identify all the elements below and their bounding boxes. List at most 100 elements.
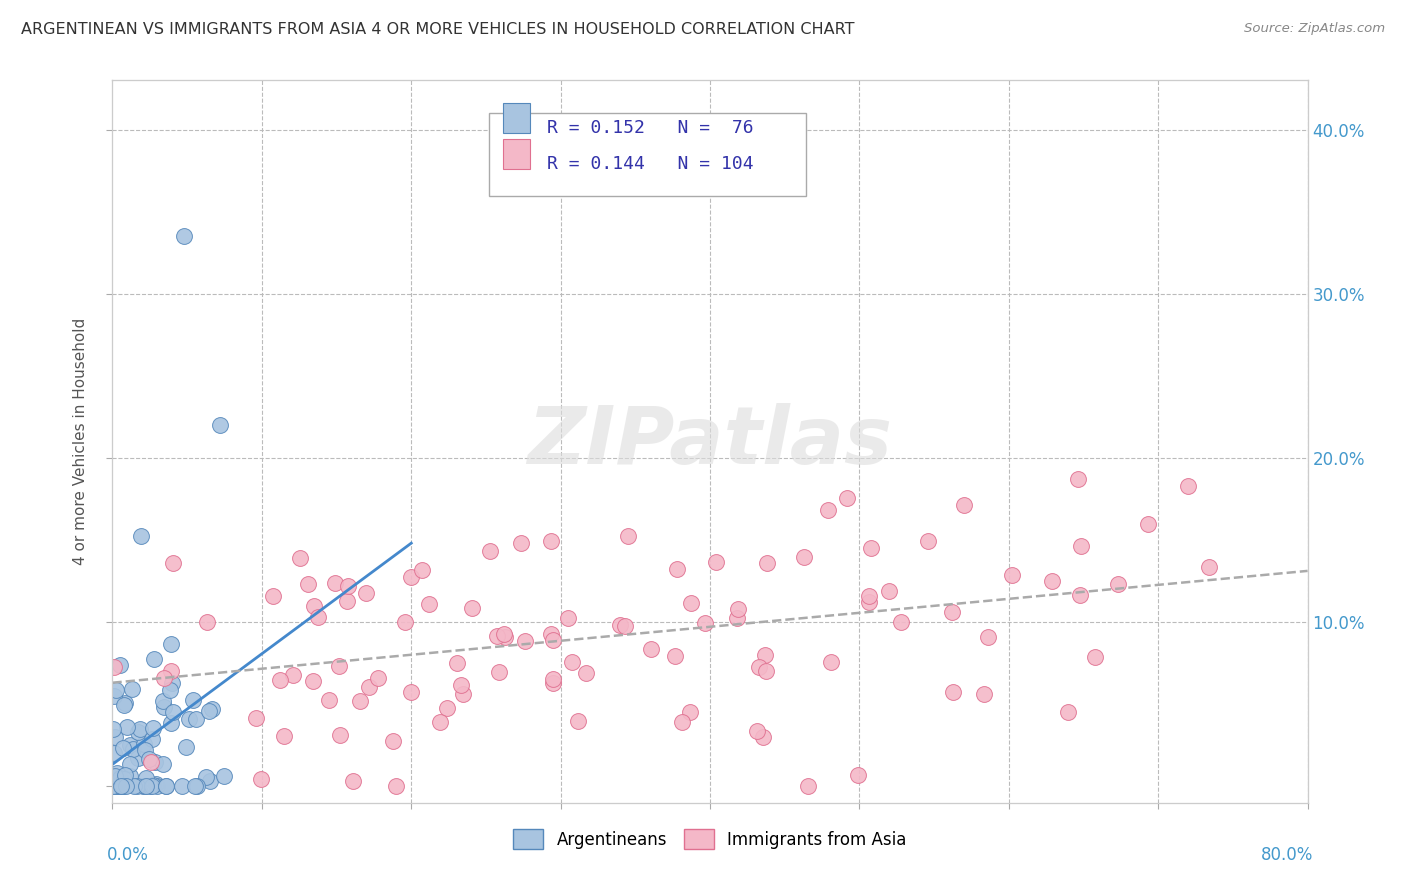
Point bbox=[877, 584, 900, 599]
Point bbox=[127, 750, 149, 764]
Point bbox=[557, 611, 579, 625]
Point bbox=[356, 586, 378, 600]
Point bbox=[679, 705, 702, 719]
Point bbox=[212, 769, 235, 783]
Point bbox=[198, 704, 221, 718]
Point bbox=[941, 605, 963, 619]
Point bbox=[485, 630, 508, 644]
Point bbox=[671, 714, 693, 729]
Point bbox=[118, 757, 141, 772]
Point bbox=[141, 755, 163, 769]
Point bbox=[201, 702, 224, 716]
Point bbox=[101, 780, 124, 794]
Point bbox=[112, 780, 135, 794]
Point bbox=[616, 529, 638, 543]
Point bbox=[325, 576, 347, 591]
Point bbox=[141, 780, 163, 794]
Point bbox=[129, 723, 152, 737]
Point bbox=[118, 739, 141, 753]
Text: 0.0%: 0.0% bbox=[107, 847, 149, 864]
Point bbox=[115, 780, 138, 794]
Point bbox=[153, 671, 176, 685]
Point bbox=[195, 615, 218, 629]
Point bbox=[307, 610, 329, 624]
Point bbox=[1107, 577, 1129, 591]
Point bbox=[200, 774, 222, 789]
Point bbox=[336, 593, 359, 607]
Point bbox=[141, 732, 163, 747]
Point bbox=[105, 765, 128, 780]
Point bbox=[745, 723, 768, 738]
Point bbox=[540, 534, 562, 549]
Point bbox=[143, 755, 166, 769]
Point bbox=[679, 597, 702, 611]
Point bbox=[184, 712, 207, 726]
Point bbox=[103, 660, 125, 674]
Point bbox=[328, 659, 350, 673]
Point bbox=[129, 529, 152, 543]
Point bbox=[142, 721, 165, 735]
Point bbox=[108, 772, 131, 786]
Point bbox=[640, 641, 662, 656]
Point bbox=[110, 780, 132, 794]
Point bbox=[108, 658, 131, 673]
Point bbox=[131, 780, 153, 794]
Point bbox=[399, 685, 422, 699]
FancyBboxPatch shape bbox=[503, 103, 530, 133]
Point bbox=[837, 491, 859, 505]
Point bbox=[114, 696, 136, 710]
Point bbox=[488, 665, 510, 680]
Point bbox=[367, 671, 389, 685]
FancyBboxPatch shape bbox=[489, 112, 806, 196]
Point bbox=[108, 780, 131, 794]
Point bbox=[858, 595, 880, 609]
Point bbox=[953, 498, 976, 512]
Point bbox=[917, 534, 939, 549]
Point bbox=[170, 780, 193, 794]
Point bbox=[134, 780, 156, 794]
Point bbox=[245, 711, 267, 725]
Point bbox=[793, 549, 815, 564]
Point bbox=[135, 780, 157, 794]
Point bbox=[104, 682, 127, 697]
Point bbox=[342, 774, 364, 789]
Point bbox=[540, 627, 562, 641]
Point bbox=[942, 685, 965, 699]
Point bbox=[103, 689, 125, 703]
Point bbox=[1198, 559, 1220, 574]
Point bbox=[262, 589, 284, 603]
Point bbox=[664, 649, 686, 664]
Point bbox=[492, 627, 515, 641]
Point bbox=[349, 694, 371, 708]
Point bbox=[666, 562, 689, 576]
Point bbox=[614, 619, 637, 633]
Point bbox=[1001, 568, 1024, 582]
Point bbox=[104, 780, 127, 794]
Point bbox=[695, 616, 717, 631]
Point bbox=[122, 742, 145, 756]
Point bbox=[160, 664, 183, 678]
Point bbox=[112, 772, 135, 787]
Point bbox=[453, 687, 475, 701]
Point bbox=[304, 599, 326, 613]
Point bbox=[1136, 516, 1159, 531]
Point bbox=[561, 655, 583, 669]
FancyBboxPatch shape bbox=[503, 139, 530, 169]
Point bbox=[461, 600, 484, 615]
Point bbox=[194, 770, 217, 784]
Point bbox=[1066, 472, 1088, 486]
Point bbox=[541, 632, 564, 647]
Point bbox=[103, 746, 125, 760]
Point bbox=[160, 716, 183, 731]
Point bbox=[160, 637, 183, 651]
Point bbox=[1040, 574, 1063, 588]
Point bbox=[394, 615, 416, 630]
Point bbox=[273, 729, 295, 743]
Point bbox=[269, 673, 291, 687]
Point bbox=[101, 722, 124, 736]
Point bbox=[127, 780, 149, 794]
Point bbox=[890, 615, 912, 629]
Text: R = 0.144   N = 104: R = 0.144 N = 104 bbox=[547, 154, 754, 173]
Text: ARGENTINEAN VS IMMIGRANTS FROM ASIA 4 OR MORE VEHICLES IN HOUSEHOLD CORRELATION : ARGENTINEAN VS IMMIGRANTS FROM ASIA 4 OR… bbox=[21, 22, 855, 37]
Point bbox=[152, 757, 174, 772]
